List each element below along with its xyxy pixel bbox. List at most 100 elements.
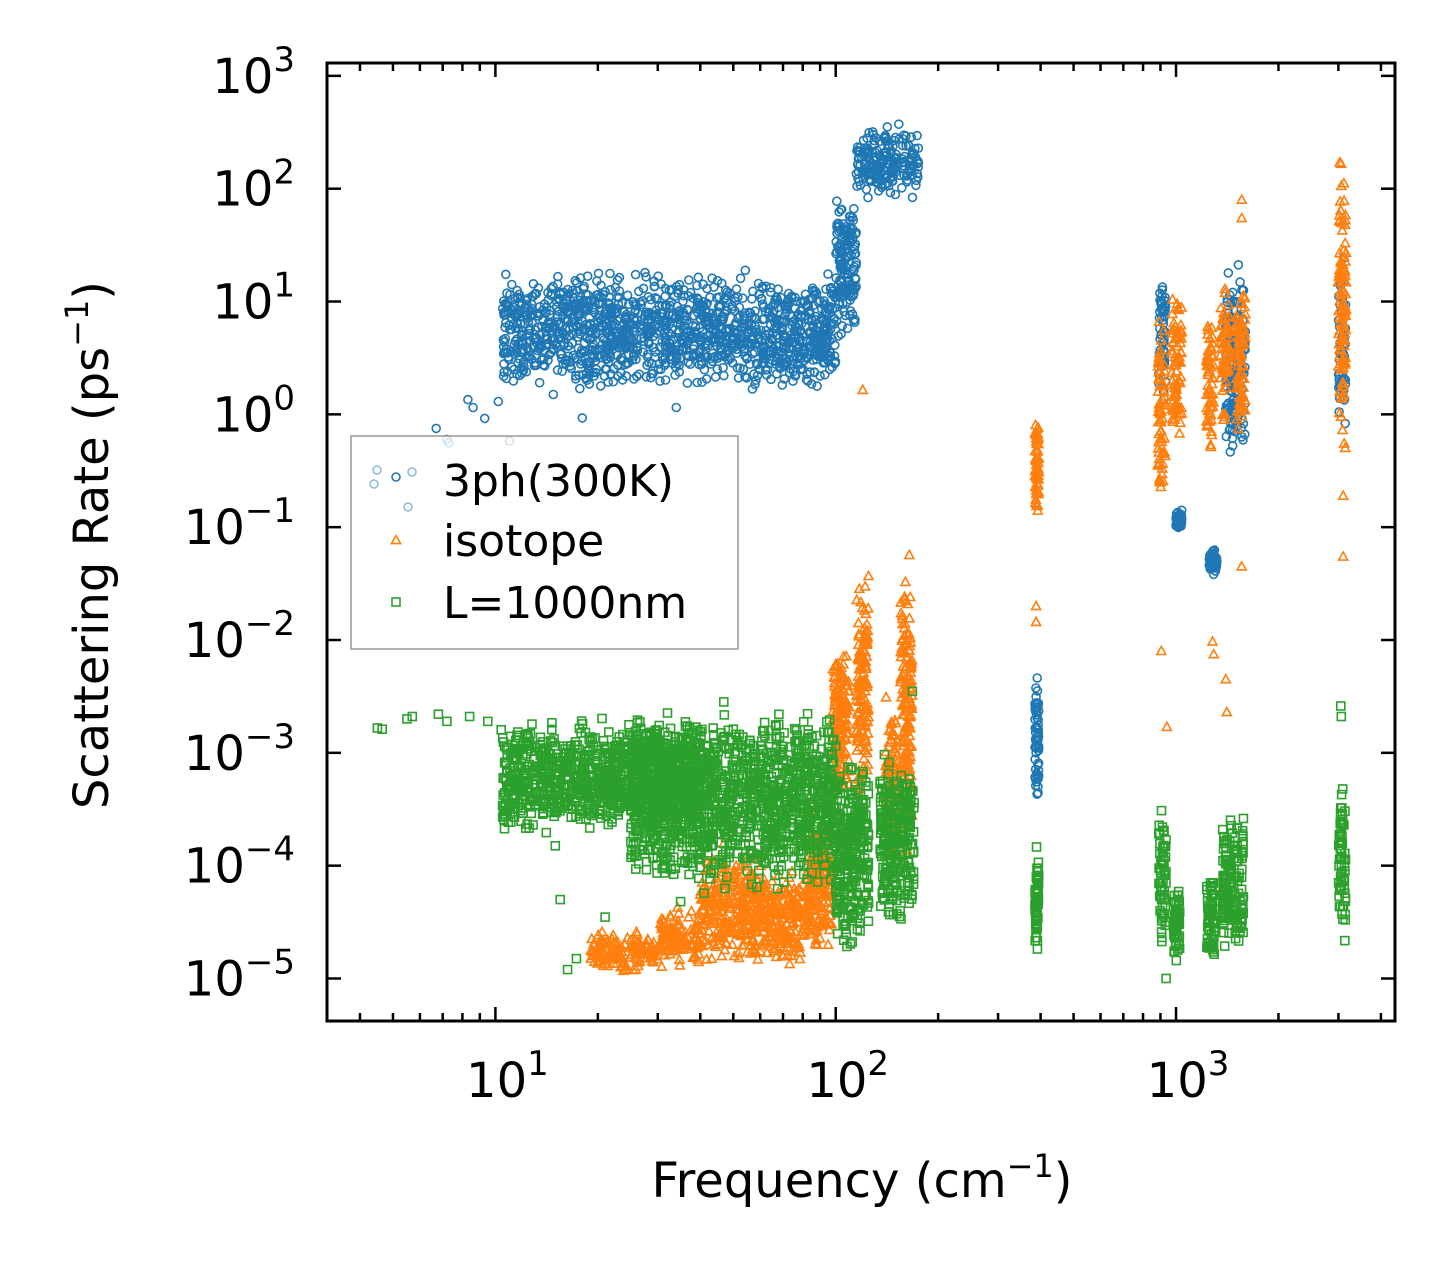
data-point [700,349,711,360]
data-point [660,353,671,363]
data-point [747,293,757,304]
data-point [541,323,552,333]
data-point [661,324,672,334]
data-point [790,370,800,381]
data-point [560,358,571,369]
data-point [757,281,768,292]
data-point [787,317,798,327]
data-point [740,351,750,361]
data-point [847,309,858,320]
data-point [767,355,778,366]
data-point [593,268,604,279]
data-point [623,358,634,368]
data-point [823,269,833,279]
data-point [1033,758,1044,768]
data-point [539,360,550,371]
data-point [820,324,831,335]
data-point [777,380,788,390]
data-point [872,145,882,156]
data-point [603,727,614,737]
data-point [712,341,722,351]
data-point [868,129,879,140]
data-point [570,275,581,286]
data-point [553,271,563,282]
data-point [501,373,512,384]
data-point [692,280,702,291]
data-point [897,161,908,171]
data-point [597,713,607,724]
data-point [642,360,652,371]
data-point [790,330,801,341]
data-point [599,371,610,381]
data-point [805,326,816,337]
data-point [681,315,692,326]
data-points-layer [372,119,1352,984]
data-point [896,183,907,193]
data-point [700,340,711,351]
data-point [821,337,832,348]
data-point [877,155,888,166]
data-point [778,330,789,341]
data-point [673,306,684,317]
data-point [675,320,686,330]
data-point [772,321,782,332]
data-point [1155,644,1168,656]
data-point [504,320,515,331]
data-point [610,282,621,293]
data-point [844,211,855,222]
data-point [652,328,663,339]
data-point [701,311,711,322]
data-point [757,348,768,359]
data-point [718,362,728,373]
data-point [912,130,922,141]
data-point [544,309,555,320]
data-point [499,359,509,369]
data-point [545,290,556,301]
data-point [905,166,916,177]
data-point [533,283,544,293]
data-point [799,344,810,355]
data-point [1033,724,1044,735]
data-point [1207,647,1220,659]
data-point [810,349,821,360]
data-point [883,136,893,146]
data-point [557,327,568,337]
data-point [629,374,639,384]
data-point [678,331,689,342]
data-point [852,616,865,628]
data-point [683,357,694,368]
data-point [668,334,679,345]
data-point [584,823,595,833]
data-point [682,378,693,388]
data-point [862,569,875,581]
data-point [819,296,829,306]
data-point [512,369,522,379]
data-point [567,338,577,348]
data-point [529,360,540,371]
data-point [553,334,564,345]
data-point [692,297,703,308]
data-point [606,312,617,323]
data-point [614,292,624,303]
data-point [780,332,791,343]
data-point [506,305,517,315]
data-point [893,119,904,129]
data-point [587,344,598,355]
data-point [740,308,750,319]
data-point [685,359,696,370]
data-point [463,394,473,405]
data-point [534,377,545,388]
data-point [852,142,863,152]
data-point [710,372,721,382]
data-point [853,173,863,184]
data-point [790,292,800,303]
data-point [731,348,742,359]
data-point [673,332,684,343]
data-point [532,322,543,333]
data-point [682,304,693,315]
data-point [622,338,632,349]
data-point [863,192,873,203]
data-point [885,187,896,198]
data-point [725,353,736,364]
data-point [871,169,881,179]
